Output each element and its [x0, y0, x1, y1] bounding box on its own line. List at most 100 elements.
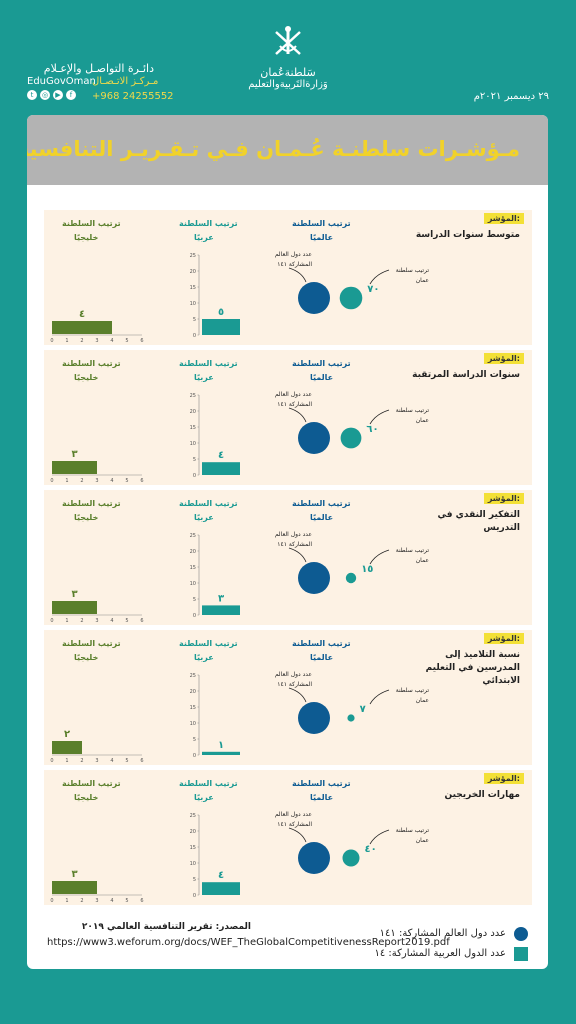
arab-rank-label: ٣ — [218, 593, 224, 604]
indicator-chart: ٦٠ 0 5 10 15 20 25 ٤ 0 1 2 3 4 5 6 ٣ — [50, 393, 390, 484]
gulf-rank-label: ٣ — [71, 449, 77, 460]
gulf-x-tick-label: 6 — [140, 898, 143, 904]
world-rank-label: ٧ — [360, 704, 366, 715]
gulf-heading: خليجيًا — [74, 373, 99, 382]
gulf-x-tick-label: 2 — [80, 898, 83, 904]
gulf-x-tick-label: 1 — [65, 338, 68, 344]
gulf-rank-label: ٣ — [71, 869, 77, 880]
gulf-heading: خليجيًا — [74, 233, 99, 242]
ministry-line2: وَزارةالتَربيةوالتعليم — [248, 79, 328, 90]
phone-number[interactable]: +968 24255552 — [92, 91, 174, 102]
gulf-x-tick-label: 2 — [80, 618, 83, 624]
arab-rank-bar — [202, 882, 240, 895]
arab-y-tick-label: 10 — [190, 441, 196, 447]
gulf-rank-label: ٣ — [71, 589, 77, 600]
source-url[interactable]: https://www3.weforum.org/docs/WEF_TheGlo… — [47, 937, 450, 948]
gulf-x-tick-label: 1 — [65, 758, 68, 764]
gulf-heading: خليجيًا — [74, 793, 99, 802]
arab-y-tick-label: 0 — [193, 893, 196, 899]
arab-rank-heading: ترتيب السلطنة — [179, 359, 238, 368]
indicator-name: نسبة التلاميذ إلى المدرسين في التعليم ال… — [425, 650, 520, 686]
gulf-x-tick-label: 5 — [125, 338, 128, 344]
gulf-x-tick-label: 4 — [110, 898, 113, 904]
oman-rank-circle — [345, 572, 357, 584]
arab-y-tick-label: 5 — [193, 877, 196, 883]
arab-rank-label: ١ — [218, 740, 224, 751]
gulf-x-tick-label: 5 — [125, 618, 128, 624]
arab-y-tick-label: 0 — [193, 473, 196, 479]
world-count-arrow — [288, 827, 307, 843]
egov-handle[interactable]: EduGovOman — [27, 76, 96, 87]
world-count-arrow — [288, 407, 307, 423]
gulf-x-tick-label: 3 — [95, 338, 98, 344]
indicator-name: سنوات الدراسة المرتقبة — [412, 370, 520, 380]
arab-y-tick-label: 5 — [193, 597, 196, 603]
arab-y-tick-label: 5 — [193, 317, 196, 323]
gulf-x-tick-label: 2 — [80, 338, 83, 344]
arab-y-tick-label: 15 — [190, 285, 196, 291]
arab-rank-heading: ترتيب السلطنة — [179, 639, 238, 648]
oman-rank-arrow — [369, 829, 390, 845]
arab-y-tick-label: 25 — [190, 393, 196, 399]
arab-y-tick-label: 15 — [190, 565, 196, 571]
arab-rank-label: ٥ — [218, 307, 224, 318]
oman-rank-note: ترتيب سلطنة عمان — [395, 267, 429, 284]
gulf-x-tick-label: 6 — [140, 618, 143, 624]
indicator-panel: المؤشر: نسبة التلاميذ إلى المدرسين في الت… — [44, 630, 532, 765]
world-rank-heading: ترتيب السلطنة — [292, 219, 351, 228]
social-icons: t ◎ ▶ f — [27, 90, 76, 100]
world-count-note: عدد دول العالم المشاركة ١٤١ — [274, 671, 312, 688]
arab-y-tick-label: 5 — [193, 457, 196, 463]
arab-y-tick-label: 25 — [190, 533, 196, 539]
arab-y-tick-label: 0 — [193, 753, 196, 759]
world-count-note: عدد دول العالم المشاركة ١٤١ — [274, 251, 312, 268]
gulf-x-tick-label: 6 — [140, 338, 143, 344]
world-count-note: عدد دول العالم المشاركة ١٤١ — [274, 811, 312, 828]
world-heading: عالميًا — [310, 653, 334, 662]
header: دائـرة التواصـل والإعـلام EduGovOman مـر… — [0, 0, 576, 112]
world-rank-label: ٦٠ — [366, 424, 378, 435]
world-rank-heading: ترتيب السلطنة — [292, 359, 351, 368]
indicator-tag: المؤشر: — [483, 773, 524, 784]
contact-center: مـركـز الاتـصـال — [92, 76, 159, 87]
gulf-x-tick-label: 0 — [50, 478, 53, 484]
gulf-x-tick-label: 3 — [95, 478, 98, 484]
indicator-tag: المؤشر: — [483, 353, 524, 364]
indicator-panel: المؤشر: مهارات الخريجين ترتيب السلطنة عالمي… — [44, 770, 532, 905]
indicator-chart: ٤٠ 0 5 10 15 20 25 ٤ 0 1 2 3 4 5 6 ٣ — [50, 813, 390, 904]
oman-rank-arrow — [369, 549, 390, 565]
arab-y-tick-label: 10 — [190, 301, 196, 307]
youtube-icon[interactable]: ▶ — [53, 90, 63, 100]
arab-rank-bar — [202, 751, 240, 755]
arab-y-tick-label: 10 — [190, 721, 196, 727]
arab-rank-bar — [202, 605, 240, 615]
gulf-x-tick-label: 0 — [50, 758, 53, 764]
gulf-x-tick-label: 0 — [50, 338, 53, 344]
gulf-x-tick-label: 0 — [50, 618, 53, 624]
gulf-x-tick-label: 1 — [65, 478, 68, 484]
world-total-circle — [298, 842, 330, 874]
world-count-note: عدد دول العالم المشاركة ١٤١ — [274, 531, 312, 548]
world-rank-heading: ترتيب السلطنة — [292, 639, 351, 648]
facebook-icon[interactable]: f — [66, 90, 76, 100]
arab-y-tick-label: 20 — [190, 549, 196, 555]
indicator-chart: ٧٠ 0 5 10 15 20 25 ٥ 0 1 2 3 4 5 6 ٤ — [50, 253, 390, 344]
twitter-icon[interactable]: t — [27, 90, 37, 100]
arab-y-tick-label: 20 — [190, 829, 196, 835]
instagram-icon[interactable]: ◎ — [40, 90, 50, 100]
gulf-x-tick-label: 0 — [50, 898, 53, 904]
arab-heading: عربيًا — [194, 513, 214, 522]
indicator-tag: المؤشر: — [483, 633, 524, 644]
world-heading: عالميًا — [310, 233, 334, 242]
gulf-rank-bar — [52, 741, 82, 754]
world-count-arrow — [288, 547, 307, 563]
gulf-x-tick-label: 3 — [95, 618, 98, 624]
indicator-tag: المؤشر: — [483, 213, 524, 224]
gulf-x-tick-label: 5 — [125, 478, 128, 484]
world-heading: عالميًا — [310, 793, 334, 802]
gulf-x-tick-label: 1 — [65, 618, 68, 624]
indicator-name: التفكير النقدي في التدريس — [437, 510, 520, 533]
arab-y-tick-label: 20 — [190, 689, 196, 695]
arab-rank-label: ٤ — [218, 450, 224, 461]
arab-rank-heading: ترتيب السلطنة — [179, 219, 238, 228]
